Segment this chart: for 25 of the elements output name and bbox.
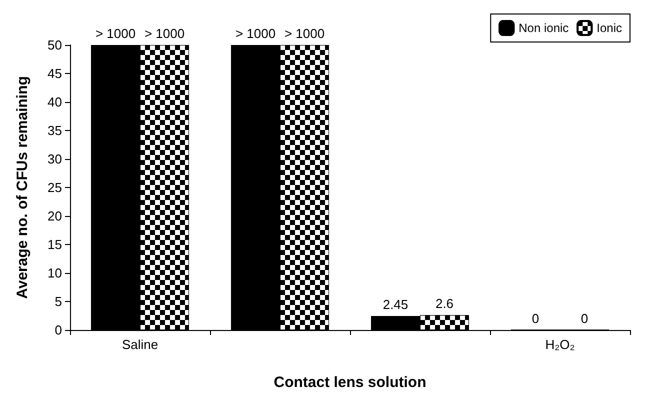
legend-label: Non ionic [518,21,569,35]
x-tick-label: H₂O₂ [545,337,575,352]
data-label: > 1000 [284,26,325,41]
y-tick-label: 35 [48,123,62,138]
data-label: > 1000 [144,26,185,41]
y-tick-label: 15 [48,237,62,252]
x-tick-label: Saline [122,337,158,352]
y-tick-label: 5 [54,294,62,309]
data-label: 0 [532,310,540,326]
y-tick-label: 45 [48,66,62,81]
data-label: 0 [580,310,588,326]
data-label: > 1000 [95,26,136,41]
y-tick-label: 30 [48,152,62,166]
y-tick-label: 25 [48,180,62,195]
y-tick-label: 40 [48,94,62,110]
y-tick-label: 10 [48,266,62,280]
x-axis-title: Contact lens solution [274,374,426,391]
y-axis-title: Average no. of CFUs remaining [14,76,31,299]
legend-label: Ionic [596,21,622,35]
data-label: > 1000 [235,26,276,41]
y-tick-label: 20 [48,208,62,224]
data-label: 2.6 [435,296,454,312]
y-tick-label: 50 [48,38,62,52]
y-tick-label: 0 [54,322,62,338]
data-label: 2.45 [382,297,408,312]
